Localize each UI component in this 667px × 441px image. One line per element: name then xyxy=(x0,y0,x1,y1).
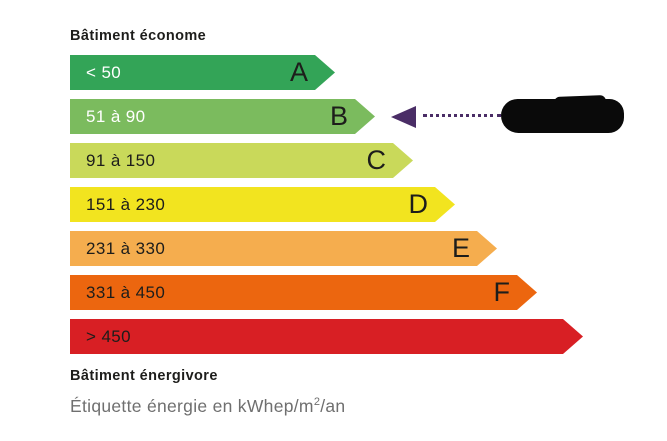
header-economical: Bâtiment économe xyxy=(70,28,207,44)
energy-band-C: 91 à 150 C xyxy=(70,143,413,178)
redacted-value-blob xyxy=(501,99,624,133)
caption: Étiquette énergie en kWhep/m2/an xyxy=(70,396,345,417)
energy-band-F: 331 à 450 F xyxy=(70,275,537,310)
band-letter: E xyxy=(451,233,470,263)
band-letter: C xyxy=(366,145,386,175)
energy-band-A: < 50 A xyxy=(70,55,335,90)
energy-band-G: > 450 xyxy=(70,319,583,354)
caption-superscript: 2 xyxy=(313,396,321,409)
header-energy-intensive: Bâtiment énergivore xyxy=(70,368,218,384)
band-letter: D xyxy=(408,189,428,219)
band-range-label: > 450 xyxy=(86,327,132,346)
band-range-label: 51 à 90 xyxy=(86,107,146,126)
energy-band-B: 51 à 90 B xyxy=(70,99,375,134)
energy-bands: < 50 A 51 à 90 B 91 à 150 C 151 à 230 D 231 à 33… xyxy=(70,55,630,365)
rating-marker-dotted-line xyxy=(423,114,501,117)
band-letter: F xyxy=(493,277,510,307)
band-range-label: 231 à 330 xyxy=(86,239,166,258)
band-letter: B xyxy=(329,101,348,131)
energy-band-D: 151 à 230 D xyxy=(70,187,455,222)
band-letter: A xyxy=(289,57,308,87)
caption-text: Étiquette énergie en kWhep/m xyxy=(70,396,314,416)
band-range-label: 331 à 450 xyxy=(86,283,166,302)
caption-suffix: /an xyxy=(320,396,346,416)
band-range-label: 91 à 150 xyxy=(86,151,156,170)
band-range-label: 151 à 230 xyxy=(86,195,166,214)
band-range-label: < 50 xyxy=(86,63,122,82)
energy-band-E: 231 à 330 E xyxy=(70,231,497,266)
rating-marker-arrow-icon xyxy=(391,106,416,128)
